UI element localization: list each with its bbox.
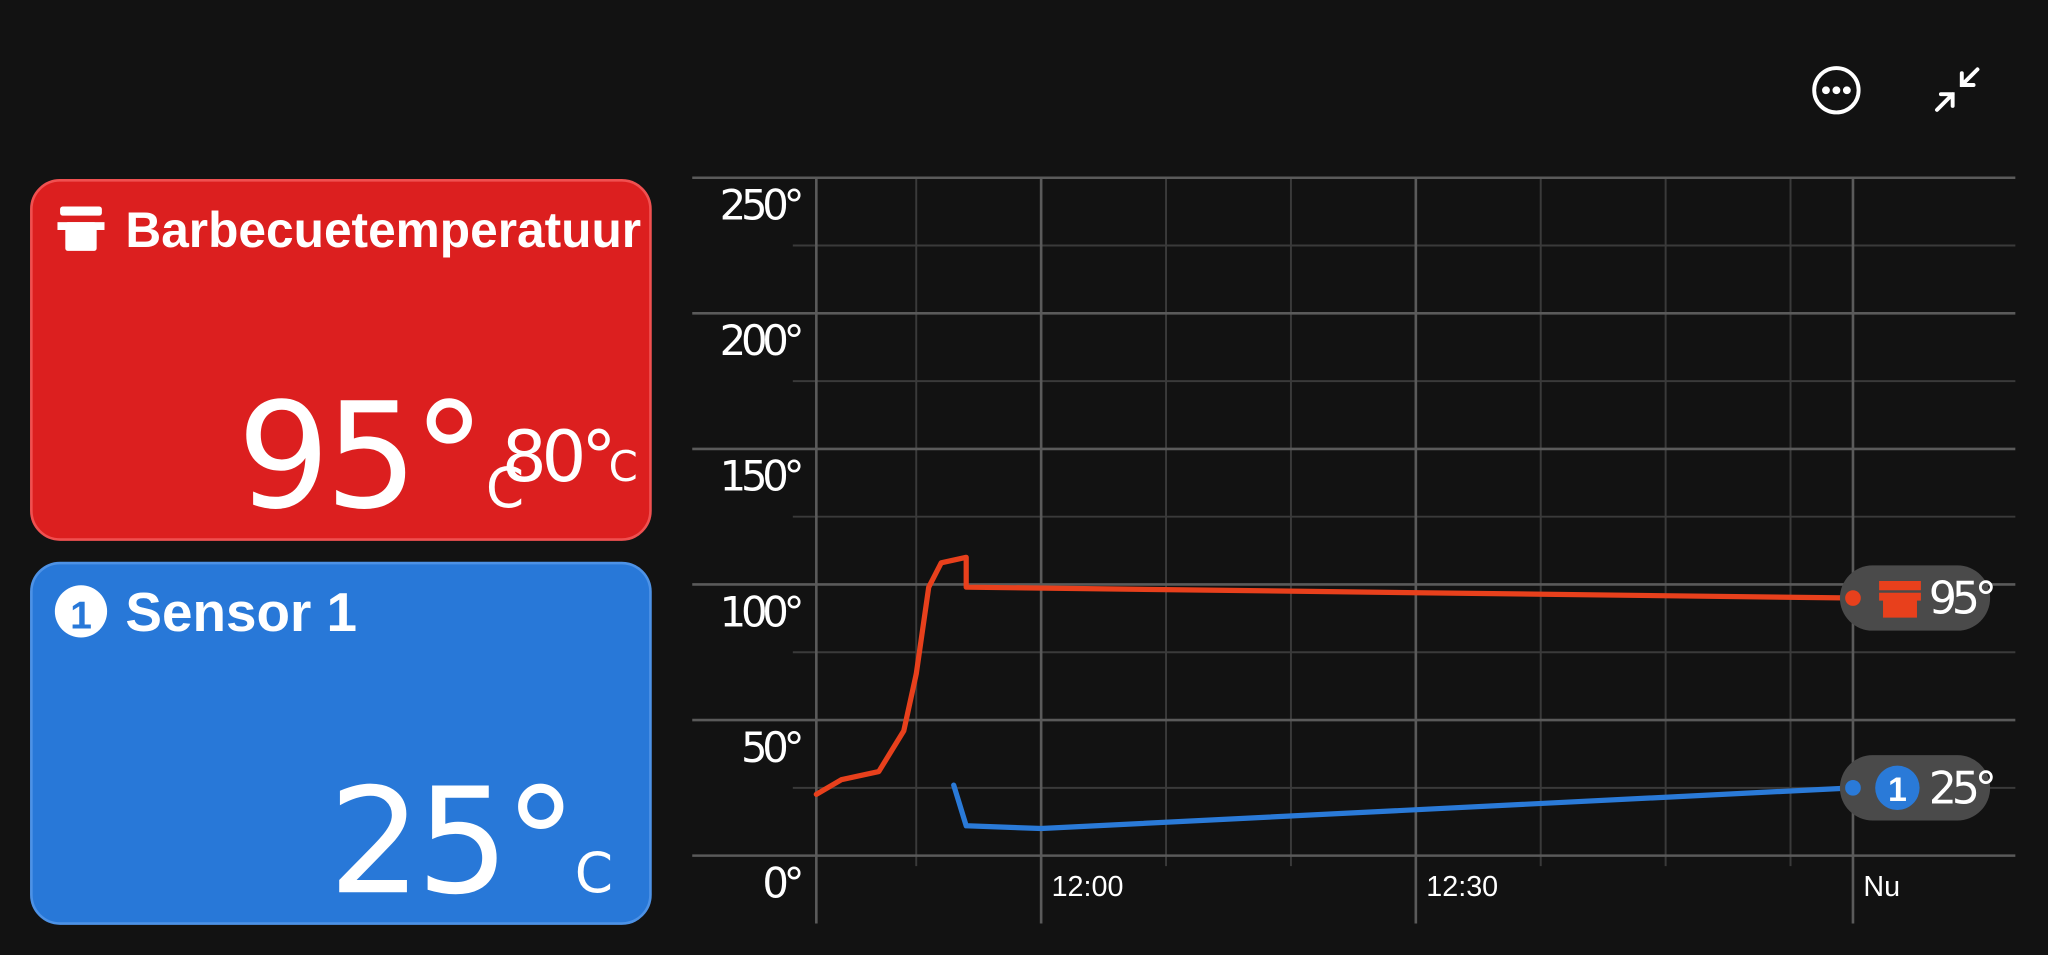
series-line <box>951 782 1856 832</box>
temperature: 25° <box>329 757 573 927</box>
bbq-card[interactable]: Barbecuetemperatuur 95° C 80° C <box>30 179 652 542</box>
grill-icon <box>57 206 105 251</box>
value-label: 25° <box>1929 764 1993 815</box>
end-point <box>1845 590 1861 606</box>
value-label: 95° <box>1929 574 1993 625</box>
card-bg <box>30 561 652 925</box>
y-tick-label: 50° <box>741 723 801 772</box>
y-tick-label: 200° <box>720 316 801 365</box>
sensor-card[interactable]: 1 Sensor 1 25° C <box>30 561 652 927</box>
chart: 0° 50° 100° 150° 200° 250° 12:00 12:30 Nu 95° 1 25° <box>692 176 2016 924</box>
y-tick-label: 250° <box>720 181 801 230</box>
card-title: Barbecuetemperatuur <box>125 202 641 258</box>
end-marker: 1 25° <box>1839 755 1998 821</box>
x-tick-label: Nu <box>1863 871 1900 903</box>
badge <box>54 585 108 638</box>
end-point <box>1845 779 1861 796</box>
badge-text: 1 <box>1888 771 1907 809</box>
collapse-button[interactable] <box>1935 67 1980 112</box>
x-tick-label: 12:00 <box>1052 871 1124 903</box>
badge-text: 1 <box>70 594 92 637</box>
x-tick-label: 12:30 <box>1426 871 1498 903</box>
y-tick-label: 100° <box>720 587 801 636</box>
end-marker: 95° <box>1839 565 1998 631</box>
more-button[interactable] <box>1812 66 1861 115</box>
y-tick-label: 0° <box>762 858 800 907</box>
card-bg <box>30 179 652 541</box>
temperature: 95° <box>237 372 481 542</box>
unit: C <box>575 841 611 905</box>
card-title: Sensor 1 <box>125 581 357 643</box>
badge <box>1875 765 1920 811</box>
y-tick-label: 150° <box>720 452 801 501</box>
target-unit: C <box>609 442 636 491</box>
grill-icon <box>1879 581 1921 618</box>
series-line <box>813 554 1856 797</box>
target: 80° <box>502 416 611 498</box>
